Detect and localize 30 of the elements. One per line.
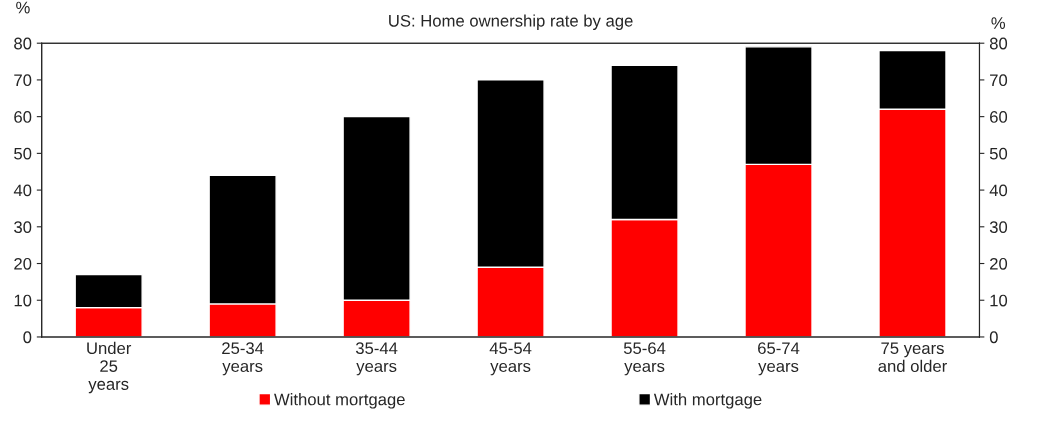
y2-tick-label: 30 [989,221,1008,233]
y2-tick-label: 10 [990,294,1008,307]
y2-axis-title: % [991,17,1006,29]
x-tick-label: 65-74 years [758,342,800,376]
y-axis-title: % [16,1,30,14]
x-tick-label: 35-44 years [355,342,398,376]
y2-tick-label: 20 [990,257,1008,270]
y2-tick-label: 60 [990,111,1008,123]
x-tick-label: 55-64 years [623,342,666,376]
y2-tick-label: 0 [989,331,998,344]
y2-tick-label: 70 [990,74,1008,87]
y-tick-label: 60 [14,111,32,123]
x-tick-label: 25-34 years [222,342,264,376]
y-tick-label: 10 [14,294,32,307]
chart-title: US: Home ownership rate by age [389,14,633,30]
y-tick-label: 0 [23,331,32,344]
x-tick-label: Under 25 years [87,341,132,394]
y2-tick-label: 50 [989,147,1008,160]
y-tick-label: 70 [14,74,32,87]
y-tick-label: 40 [13,184,32,197]
legend-label: Without mortgage [274,393,405,409]
y-tick-label: 30 [14,221,32,233]
x-tick-label: 75 years and older [878,342,947,373]
y-tick-label: 50 [14,147,32,160]
legend-label: With mortgage [653,393,762,409]
y-tick-label: 80 [14,37,32,50]
x-tick-label: 45-54 years [489,342,532,376]
y2-tick-label: 80 [989,37,1008,50]
y-tick-label: 20 [14,257,32,270]
y2-tick-label: 40 [989,184,1008,197]
